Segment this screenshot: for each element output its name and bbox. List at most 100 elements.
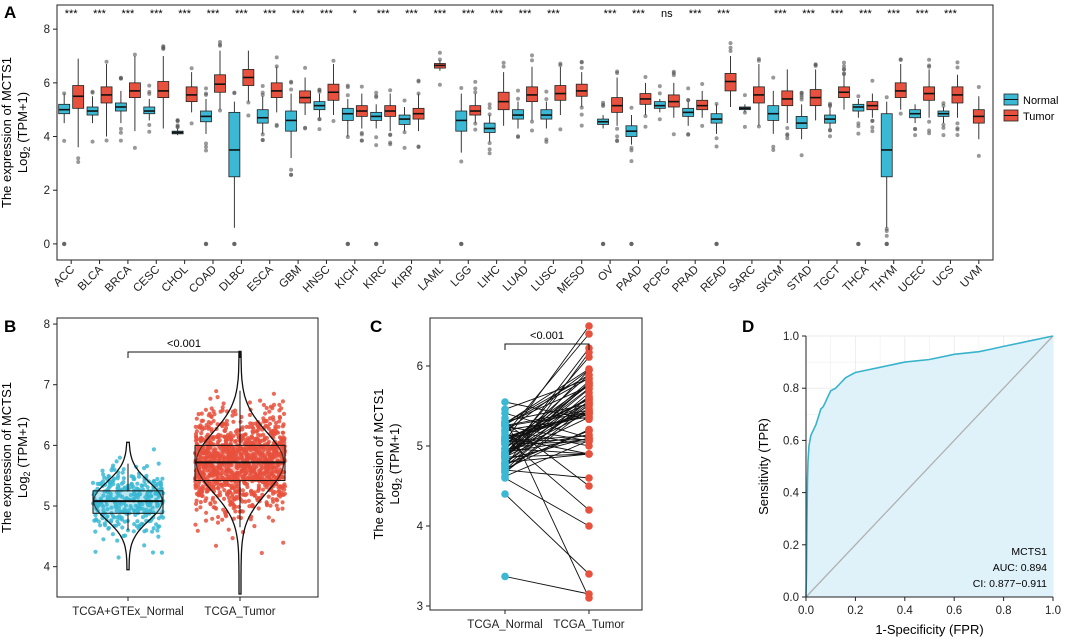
outlier-point	[501, 60, 506, 65]
jitter-point	[224, 418, 229, 423]
plot-frame	[56, 317, 319, 598]
jitter-point	[263, 483, 268, 488]
normal-point	[501, 434, 509, 442]
jitter-point	[260, 465, 265, 470]
jitter-point	[222, 455, 227, 460]
normal-point	[501, 398, 509, 406]
pair-line	[504, 437, 590, 460]
outlier-point	[913, 126, 918, 131]
x-tick-label: HNSC	[301, 264, 333, 296]
jitter-point	[215, 395, 220, 400]
jitter-point	[208, 481, 214, 486]
panel-label-b: B	[4, 317, 16, 336]
normal-point	[501, 490, 509, 498]
jitter-point	[222, 510, 228, 515]
pair-line	[504, 356, 590, 455]
jitter-point	[261, 472, 266, 477]
x-tick-label: KIRC	[361, 264, 389, 292]
jitter-point	[217, 438, 222, 443]
jitter-point	[264, 457, 269, 462]
jitter-point	[93, 513, 98, 518]
outlier-point	[204, 86, 208, 91]
x-tick-label: BLCA	[76, 263, 106, 293]
jitter-point	[196, 424, 201, 429]
tumor-point	[585, 570, 593, 578]
outlier-point	[303, 65, 308, 70]
jitter-point	[200, 493, 205, 498]
outlier-point	[61, 241, 67, 247]
outlier-point	[289, 87, 294, 92]
jitter-point	[229, 462, 234, 467]
outlier-point	[686, 98, 691, 103]
outlier-point	[104, 138, 109, 143]
significance-label: ***	[462, 8, 476, 20]
outlier-point	[104, 59, 109, 64]
jitter-point	[103, 482, 108, 487]
outlier-point	[976, 84, 981, 89]
jitter-point	[235, 428, 240, 433]
x-tick-label: 1.0	[1045, 605, 1061, 617]
jitter-point	[195, 473, 200, 478]
outlier-point	[516, 88, 520, 93]
outlier-point	[359, 132, 364, 137]
jitter-point	[247, 412, 252, 418]
jitter-point	[246, 498, 251, 503]
jitter-point	[201, 451, 206, 456]
outlier-point	[728, 45, 733, 50]
plot-frame	[429, 317, 643, 611]
jitter-point	[105, 507, 110, 512]
pair-line	[504, 387, 590, 453]
outlier-point	[856, 241, 861, 247]
significance-label: ***	[802, 8, 816, 20]
outlier-point	[530, 53, 534, 58]
jitter-point	[280, 500, 285, 505]
outlier-point	[579, 112, 584, 117]
outlier-point	[785, 136, 790, 141]
outlier-point	[629, 148, 634, 153]
outlier-point	[232, 90, 237, 95]
panel-label-c: C	[370, 317, 382, 336]
pair-line	[504, 396, 590, 454]
normal-point	[501, 453, 509, 461]
outlier-point	[147, 91, 152, 96]
jitter-point	[238, 419, 243, 424]
jitter-point	[257, 468, 262, 474]
jitter-point	[199, 411, 204, 416]
jitter-point	[277, 402, 282, 407]
jitter-point	[209, 406, 214, 411]
jitter-point	[144, 464, 150, 469]
jitter-point	[114, 459, 119, 464]
jitter-point	[231, 450, 236, 455]
outlier-point	[579, 123, 584, 128]
outlier-point	[203, 241, 209, 247]
panel-b: B 4 5 6 7 8 The expression of MCTS1 Log2 (TPM+1…	[0, 317, 319, 618]
x-tick-label: LIHC	[476, 264, 503, 291]
jitter-point	[101, 472, 106, 477]
outlier-point	[473, 86, 478, 91]
jitter-point	[263, 411, 268, 416]
outlier-point	[544, 89, 549, 94]
significance-label: ***	[320, 8, 334, 20]
jitter-point	[128, 504, 133, 509]
jitter-point	[235, 466, 240, 471]
outlier-point	[799, 153, 804, 158]
jitter-point	[235, 431, 240, 437]
outlier-point	[204, 92, 208, 97]
jitter-point	[129, 481, 134, 486]
jitter-point	[99, 502, 105, 507]
outlier-point	[884, 241, 889, 247]
jitter-point	[265, 441, 270, 446]
jitter-point	[264, 405, 269, 411]
significance-label: ***	[689, 8, 703, 20]
outlier-point	[459, 159, 464, 164]
jitter-point	[198, 435, 204, 440]
jitter-point	[197, 466, 202, 471]
jitter-point	[279, 436, 284, 441]
outlier-point	[274, 122, 279, 127]
jitter-point	[204, 455, 209, 460]
jitter-point	[135, 481, 140, 486]
y-tick-label: 4	[44, 132, 51, 144]
violin-outline	[93, 441, 163, 571]
tumor-point	[585, 522, 593, 530]
jitter-point	[240, 488, 245, 493]
